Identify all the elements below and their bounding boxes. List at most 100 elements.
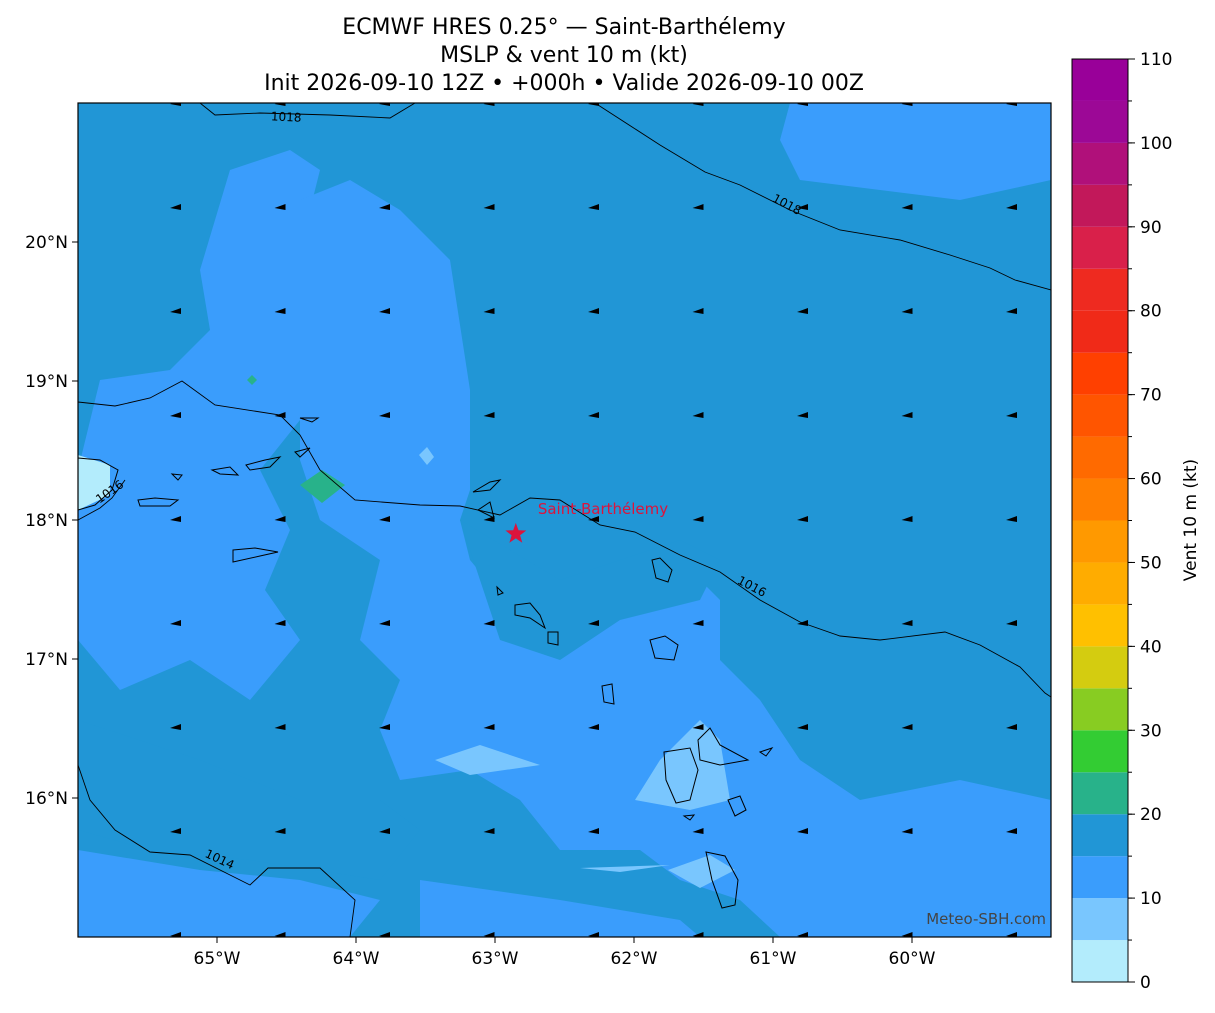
wind-arrow — [483, 103, 495, 106]
wind-arrow — [1006, 724, 1017, 730]
colorbar-band — [1072, 142, 1128, 185]
colorbar-band — [1072, 226, 1128, 269]
wind-arrow — [170, 103, 181, 106]
y-tick-label: 18°N — [25, 511, 68, 531]
wind-arrow — [379, 103, 390, 106]
wind-arrow — [483, 828, 495, 834]
wind-arrow — [170, 204, 181, 210]
wind-arrow — [1006, 103, 1017, 106]
wind-arrow — [901, 204, 913, 210]
wind-arrow — [1006, 932, 1017, 937]
wind-arrow — [1006, 516, 1017, 522]
colorbar-tick-label: 70 — [1140, 386, 1162, 406]
wind-arrow — [1006, 412, 1017, 418]
wind-arrows — [170, 103, 1017, 937]
colorbar-band — [1072, 940, 1128, 982]
colorbar-band — [1072, 394, 1128, 437]
wind-fill — [247, 375, 345, 503]
wind-arrow — [274, 828, 286, 834]
colorbar-band — [1072, 646, 1128, 689]
wind-arrow — [170, 828, 181, 834]
wind-arrow — [797, 308, 808, 314]
wind-fill — [78, 455, 110, 510]
x-tick-label: 60°W — [889, 949, 936, 969]
wind-arrow — [901, 724, 913, 730]
wind-arrow — [692, 516, 704, 522]
wind-arrow — [379, 516, 390, 522]
x-tick-label: 63°W — [472, 949, 519, 969]
wind-arrow — [797, 516, 808, 522]
wind-arrow — [170, 724, 181, 730]
colorbar-band — [1072, 898, 1128, 941]
wind-arrow — [1006, 308, 1017, 314]
colorbar-tick-label: 110 — [1140, 50, 1172, 70]
wind-arrow — [692, 103, 704, 106]
coastlines — [78, 417, 774, 909]
colorbar-band — [1072, 59, 1128, 101]
colorbar-band — [1072, 436, 1128, 479]
wind-arrow — [797, 724, 808, 730]
x-tick-label: 61°W — [750, 949, 797, 969]
wind-arrow — [483, 204, 495, 210]
colorbar-tick-label: 80 — [1140, 302, 1162, 322]
isobars — [78, 103, 1051, 937]
isobar-label: 1018 — [271, 109, 302, 125]
wind-arrow — [274, 516, 286, 522]
title-line: MSLP & vent 10 m (kt) — [440, 43, 688, 68]
colorbar-tick-label: 30 — [1140, 721, 1162, 741]
wind-arrow — [274, 932, 286, 937]
wind-arrow — [483, 724, 495, 730]
wind-arrow — [901, 308, 913, 314]
colorbar-tick-label: 40 — [1140, 637, 1162, 657]
colorbar-band — [1072, 352, 1128, 395]
y-tick-label: 16°N — [25, 789, 68, 809]
colorbar-band — [1072, 268, 1128, 311]
colorbar-tick-label: 0 — [1140, 973, 1151, 993]
wind-arrow — [588, 932, 599, 937]
wind-arrow — [379, 204, 390, 210]
colorbar-band — [1072, 688, 1128, 731]
wind-arrow — [588, 412, 599, 418]
colorbar: 0 10 20 30 40 50 60 70 80 90 100 110 — [1071, 50, 1172, 993]
wind-arrow — [797, 412, 808, 418]
colorbar-band — [1072, 604, 1128, 647]
wind-arrow — [170, 308, 181, 314]
wind-arrow — [379, 724, 390, 730]
wind-arrow — [901, 828, 913, 834]
wind-arrow — [901, 932, 913, 937]
colorbar-band — [1072, 520, 1128, 563]
wind-arrow — [901, 412, 913, 418]
y-tick-label: 19°N — [25, 372, 68, 392]
wind-arrow — [797, 620, 808, 626]
wind-arrow — [588, 620, 599, 626]
colorbar-tick-label: 90 — [1140, 218, 1162, 238]
watermark: Meteo-SBH.com — [926, 910, 1046, 928]
place-marker — [505, 522, 527, 543]
colorbar-band — [1072, 478, 1128, 521]
place-label: Saint-Barthélemy — [538, 500, 668, 518]
wind-arrow — [483, 412, 495, 418]
wind-arrow — [692, 412, 704, 418]
wind-arrow — [588, 724, 599, 730]
colorbar-band — [1072, 730, 1128, 773]
wind-arrow — [901, 103, 913, 106]
colorbar-band — [1072, 562, 1128, 605]
wind-arrow — [379, 828, 390, 834]
colorbar-tick-label: 60 — [1140, 470, 1162, 490]
wind-arrow — [170, 412, 181, 418]
wind-arrow — [274, 412, 286, 418]
y-tick-label: 20°N — [25, 233, 68, 253]
wind-fill — [78, 520, 720, 880]
wind-arrow — [692, 828, 704, 834]
wind-arrow — [274, 724, 286, 730]
wind-arrow — [274, 308, 286, 314]
wind-arrow — [483, 932, 495, 937]
colorbar-band — [1072, 856, 1128, 899]
wind-arrow — [692, 932, 704, 937]
wind-arrow — [901, 620, 913, 626]
y-tick-label: 17°N — [25, 650, 68, 670]
wind-arrow — [379, 620, 390, 626]
wind-arrow — [901, 516, 913, 522]
wind-arrow — [588, 308, 599, 314]
